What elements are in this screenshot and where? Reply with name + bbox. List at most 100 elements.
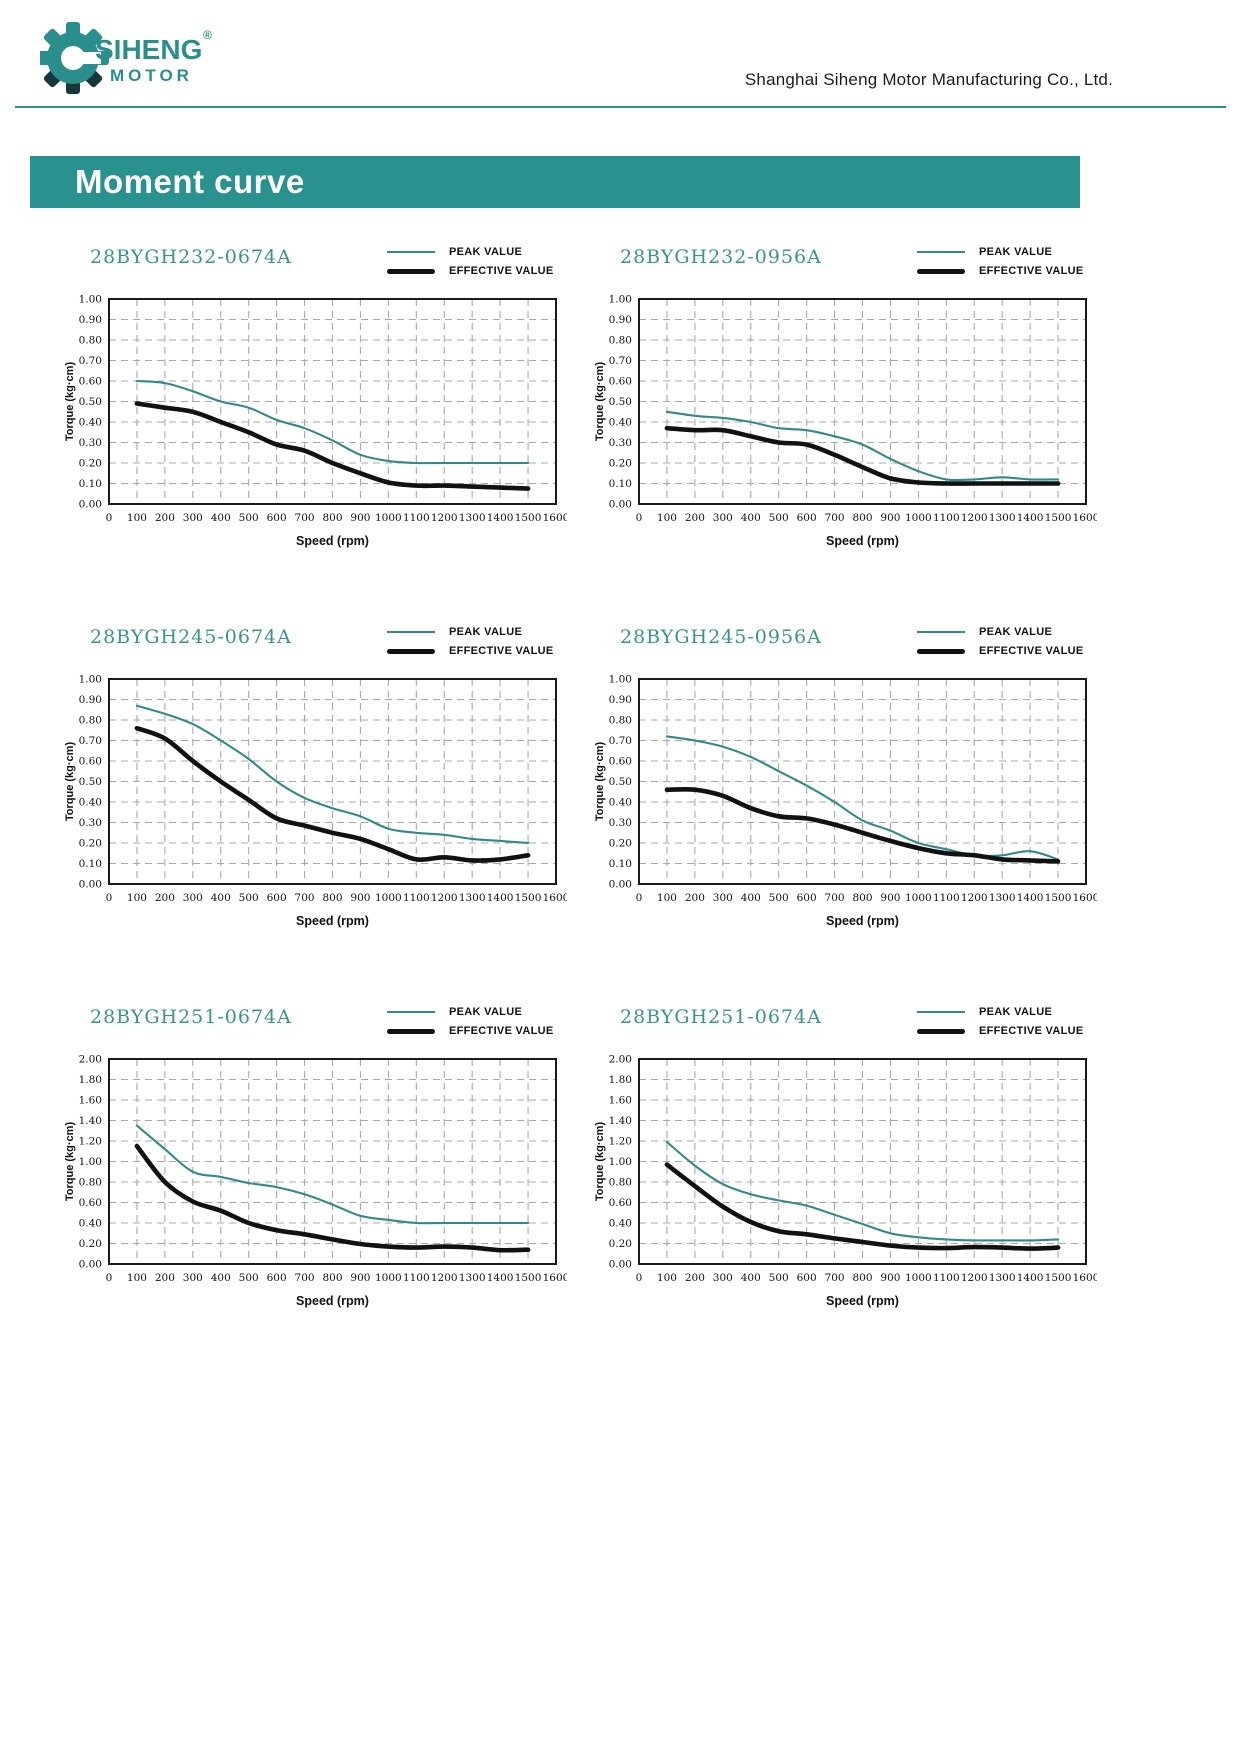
svg-text:0.20: 0.20 <box>79 1238 102 1250</box>
svg-text:Torque (kg·cm): Torque (kg·cm) <box>64 362 76 442</box>
svg-text:700: 700 <box>295 892 315 904</box>
svg-text:1400: 1400 <box>1017 512 1044 524</box>
svg-text:0.60: 0.60 <box>79 376 102 388</box>
svg-text:0.10: 0.10 <box>609 858 632 870</box>
svg-text:Speed (rpm): Speed (rpm) <box>296 914 369 928</box>
effective-line-icon <box>387 1028 435 1034</box>
svg-text:0.70: 0.70 <box>609 735 632 747</box>
svg-text:1300: 1300 <box>989 892 1016 904</box>
svg-text:600: 600 <box>797 892 817 904</box>
svg-text:900: 900 <box>350 892 370 904</box>
svg-text:1300: 1300 <box>459 512 486 524</box>
peak-legend-label: PEAK VALUE <box>979 626 1053 638</box>
svg-text:400: 400 <box>211 512 231 524</box>
company-name: Shanghai Siheng Motor Manufacturing Co.,… <box>744 70 1113 89</box>
svg-text:300: 300 <box>713 512 733 524</box>
svg-text:100: 100 <box>657 512 677 524</box>
svg-text:0.60: 0.60 <box>609 1197 632 1209</box>
svg-text:1300: 1300 <box>459 1272 486 1284</box>
svg-text:0.60: 0.60 <box>609 376 632 388</box>
svg-text:700: 700 <box>295 512 315 524</box>
svg-text:1100: 1100 <box>403 512 430 524</box>
logo-text-siheng: SIHENG <box>95 34 202 65</box>
svg-text:500: 500 <box>769 892 789 904</box>
peak-legend-label: PEAK VALUE <box>449 626 523 638</box>
svg-text:400: 400 <box>741 1272 761 1284</box>
svg-text:0.40: 0.40 <box>79 417 102 429</box>
svg-text:1000: 1000 <box>375 1272 402 1284</box>
svg-text:500: 500 <box>239 892 259 904</box>
svg-text:0.50: 0.50 <box>79 396 102 408</box>
svg-text:100: 100 <box>657 1272 677 1284</box>
svg-text:0.30: 0.30 <box>79 817 102 829</box>
svg-text:Torque (kg·cm): Torque (kg·cm) <box>64 742 76 822</box>
peak-line-icon <box>387 251 435 253</box>
svg-text:100: 100 <box>657 892 677 904</box>
svg-text:0.40: 0.40 <box>609 1218 632 1230</box>
svg-text:600: 600 <box>267 892 287 904</box>
svg-text:0.60: 0.60 <box>609 756 632 768</box>
svg-text:1500: 1500 <box>515 892 542 904</box>
svg-text:1600: 1600 <box>543 892 567 904</box>
svg-text:800: 800 <box>852 512 872 524</box>
svg-text:500: 500 <box>769 1272 789 1284</box>
svg-text:300: 300 <box>183 1272 203 1284</box>
svg-text:Torque (kg·cm): Torque (kg·cm) <box>64 1122 76 1202</box>
svg-text:600: 600 <box>267 1272 287 1284</box>
svg-text:1100: 1100 <box>933 892 960 904</box>
peak-line-icon <box>387 1011 435 1013</box>
svg-text:1000: 1000 <box>375 512 402 524</box>
svg-text:0.30: 0.30 <box>79 437 102 449</box>
svg-text:0.70: 0.70 <box>609 355 632 367</box>
svg-text:1200: 1200 <box>431 1272 458 1284</box>
svg-text:500: 500 <box>239 512 259 524</box>
effective-legend-label: EFFECTIVE VALUE <box>449 1025 554 1037</box>
svg-text:0.20: 0.20 <box>79 458 102 470</box>
svg-text:1200: 1200 <box>961 512 988 524</box>
svg-text:1400: 1400 <box>1017 892 1044 904</box>
chart-legend: PEAK VALUE EFFECTIVE VALUE <box>387 246 559 277</box>
svg-text:0: 0 <box>636 892 643 904</box>
svg-text:800: 800 <box>322 1272 342 1284</box>
effective-legend-label: EFFECTIVE VALUE <box>979 1025 1084 1037</box>
svg-text:2.00: 2.00 <box>609 1054 632 1066</box>
svg-text:300: 300 <box>183 512 203 524</box>
chart-title: 28BYGH245-0674A <box>90 626 292 648</box>
svg-text:0.10: 0.10 <box>79 478 102 490</box>
svg-text:200: 200 <box>155 512 175 524</box>
svg-text:200: 200 <box>155 892 175 904</box>
svg-text:1300: 1300 <box>989 512 1016 524</box>
svg-text:1.40: 1.40 <box>79 1115 102 1127</box>
svg-text:1.60: 1.60 <box>79 1095 102 1107</box>
svg-text:0.10: 0.10 <box>79 858 102 870</box>
svg-text:600: 600 <box>797 1272 817 1284</box>
chart-28bygh232-0956a: 28BYGH232-0956A PEAK VALUE EFFECTIVE VAL… <box>592 242 1097 562</box>
svg-text:900: 900 <box>350 512 370 524</box>
svg-text:1100: 1100 <box>933 512 960 524</box>
svg-text:1100: 1100 <box>933 1272 960 1284</box>
svg-text:0.40: 0.40 <box>79 1218 102 1230</box>
header-divider <box>15 106 1226 108</box>
chart-title: 28BYGH232-0674A <box>90 246 292 268</box>
peak-line-icon <box>387 631 435 633</box>
svg-text:0.80: 0.80 <box>79 715 102 727</box>
svg-text:500: 500 <box>769 512 789 524</box>
svg-text:1000: 1000 <box>905 892 932 904</box>
svg-text:0: 0 <box>636 512 643 524</box>
svg-text:0.90: 0.90 <box>609 314 632 326</box>
svg-text:0.20: 0.20 <box>609 1238 632 1250</box>
torque-speed-plot: 0.00 0.10 0.20 0.30 0.40 0.50 0.60 0.70 0.80 0.90… <box>64 294 567 549</box>
chart-legend: PEAK VALUE EFFECTIVE VALUE <box>917 1006 1089 1037</box>
svg-text:0.00: 0.00 <box>79 879 102 891</box>
effective-line-icon <box>917 648 965 654</box>
effective-legend-label: EFFECTIVE VALUE <box>449 265 554 277</box>
svg-text:Speed (rpm): Speed (rpm) <box>826 914 899 928</box>
peak-line-icon <box>917 251 965 253</box>
svg-text:0: 0 <box>636 1272 643 1284</box>
torque-speed-plot: 0.00 0.10 0.20 0.30 0.40 0.50 0.60 0.70 0.80 0.90… <box>64 674 567 929</box>
chart-title: 28BYGH245-0956A <box>620 626 822 648</box>
chart-legend: PEAK VALUE EFFECTIVE VALUE <box>387 626 559 657</box>
svg-text:0.30: 0.30 <box>609 817 632 829</box>
chart-legend: PEAK VALUE EFFECTIVE VALUE <box>917 626 1089 657</box>
svg-text:0.40: 0.40 <box>609 797 632 809</box>
